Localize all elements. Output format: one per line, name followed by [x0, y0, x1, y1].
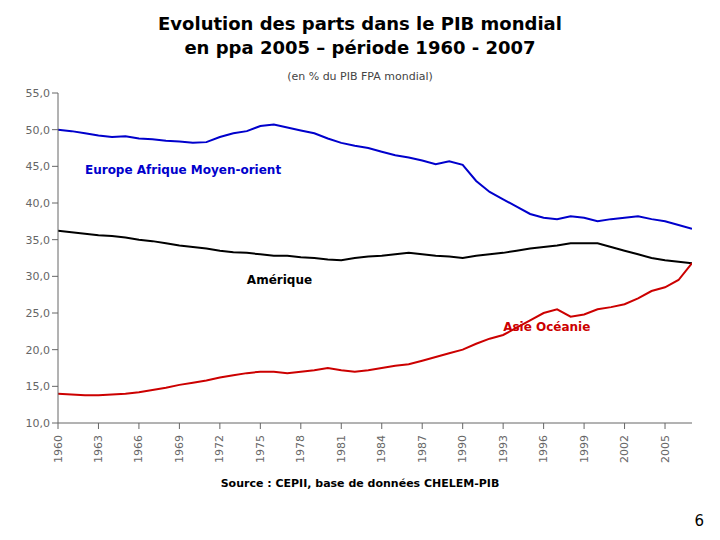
svg-text:55,0: 55,0	[26, 87, 51, 100]
svg-text:15,0: 15,0	[26, 380, 51, 393]
svg-text:1981: 1981	[335, 435, 348, 463]
svg-text:45,0: 45,0	[26, 160, 51, 173]
svg-text:1993: 1993	[497, 435, 510, 463]
html-text:Evolution des parts dans le PI: Evolution des parts dans le PIB mondial …	[158, 13, 562, 58]
svg-text:25,0: 25,0	[26, 307, 51, 320]
svg-text:2005: 2005	[659, 435, 672, 463]
svg-text:1975: 1975	[254, 435, 267, 463]
svg-text:1972: 1972	[213, 435, 226, 463]
svg-text:1966: 1966	[132, 435, 145, 463]
svg-text:1978: 1978	[294, 435, 307, 463]
svg-text:Asie Océanie: Asie Océanie	[503, 320, 590, 334]
svg-text:35,0: 35,0	[26, 234, 51, 247]
svg-text:1990: 1990	[456, 435, 469, 463]
html-text:(en % du PIB FPA mondial): (en % du PIB FPA mondial)	[287, 70, 433, 83]
svg-text:Europe Afrique Moyen-orient: Europe Afrique Moyen-orient	[85, 163, 281, 177]
html-text:Source : CEPII, base de donnée: Source : CEPII, base de données CHELEM-P…	[220, 477, 500, 490]
svg-text:1999: 1999	[578, 435, 591, 463]
svg-text:Amérique: Amérique	[247, 273, 312, 287]
svg-text:1984: 1984	[375, 435, 388, 463]
svg-text:20,0: 20,0	[26, 344, 51, 357]
svg-text:1960: 1960	[52, 435, 65, 463]
svg-text:50,0: 50,0	[26, 124, 51, 137]
svg-text:10,0: 10,0	[26, 417, 51, 430]
svg-text:40,0: 40,0	[26, 197, 51, 210]
svg-text:2002: 2002	[618, 435, 631, 463]
svg-text:30,0: 30,0	[26, 270, 51, 283]
svg-text:1987: 1987	[416, 435, 429, 463]
html-text:6: 6	[694, 512, 704, 530]
svg-text:1963: 1963	[92, 435, 105, 463]
svg-text:1969: 1969	[173, 435, 186, 463]
svg-text:1996: 1996	[537, 435, 550, 463]
